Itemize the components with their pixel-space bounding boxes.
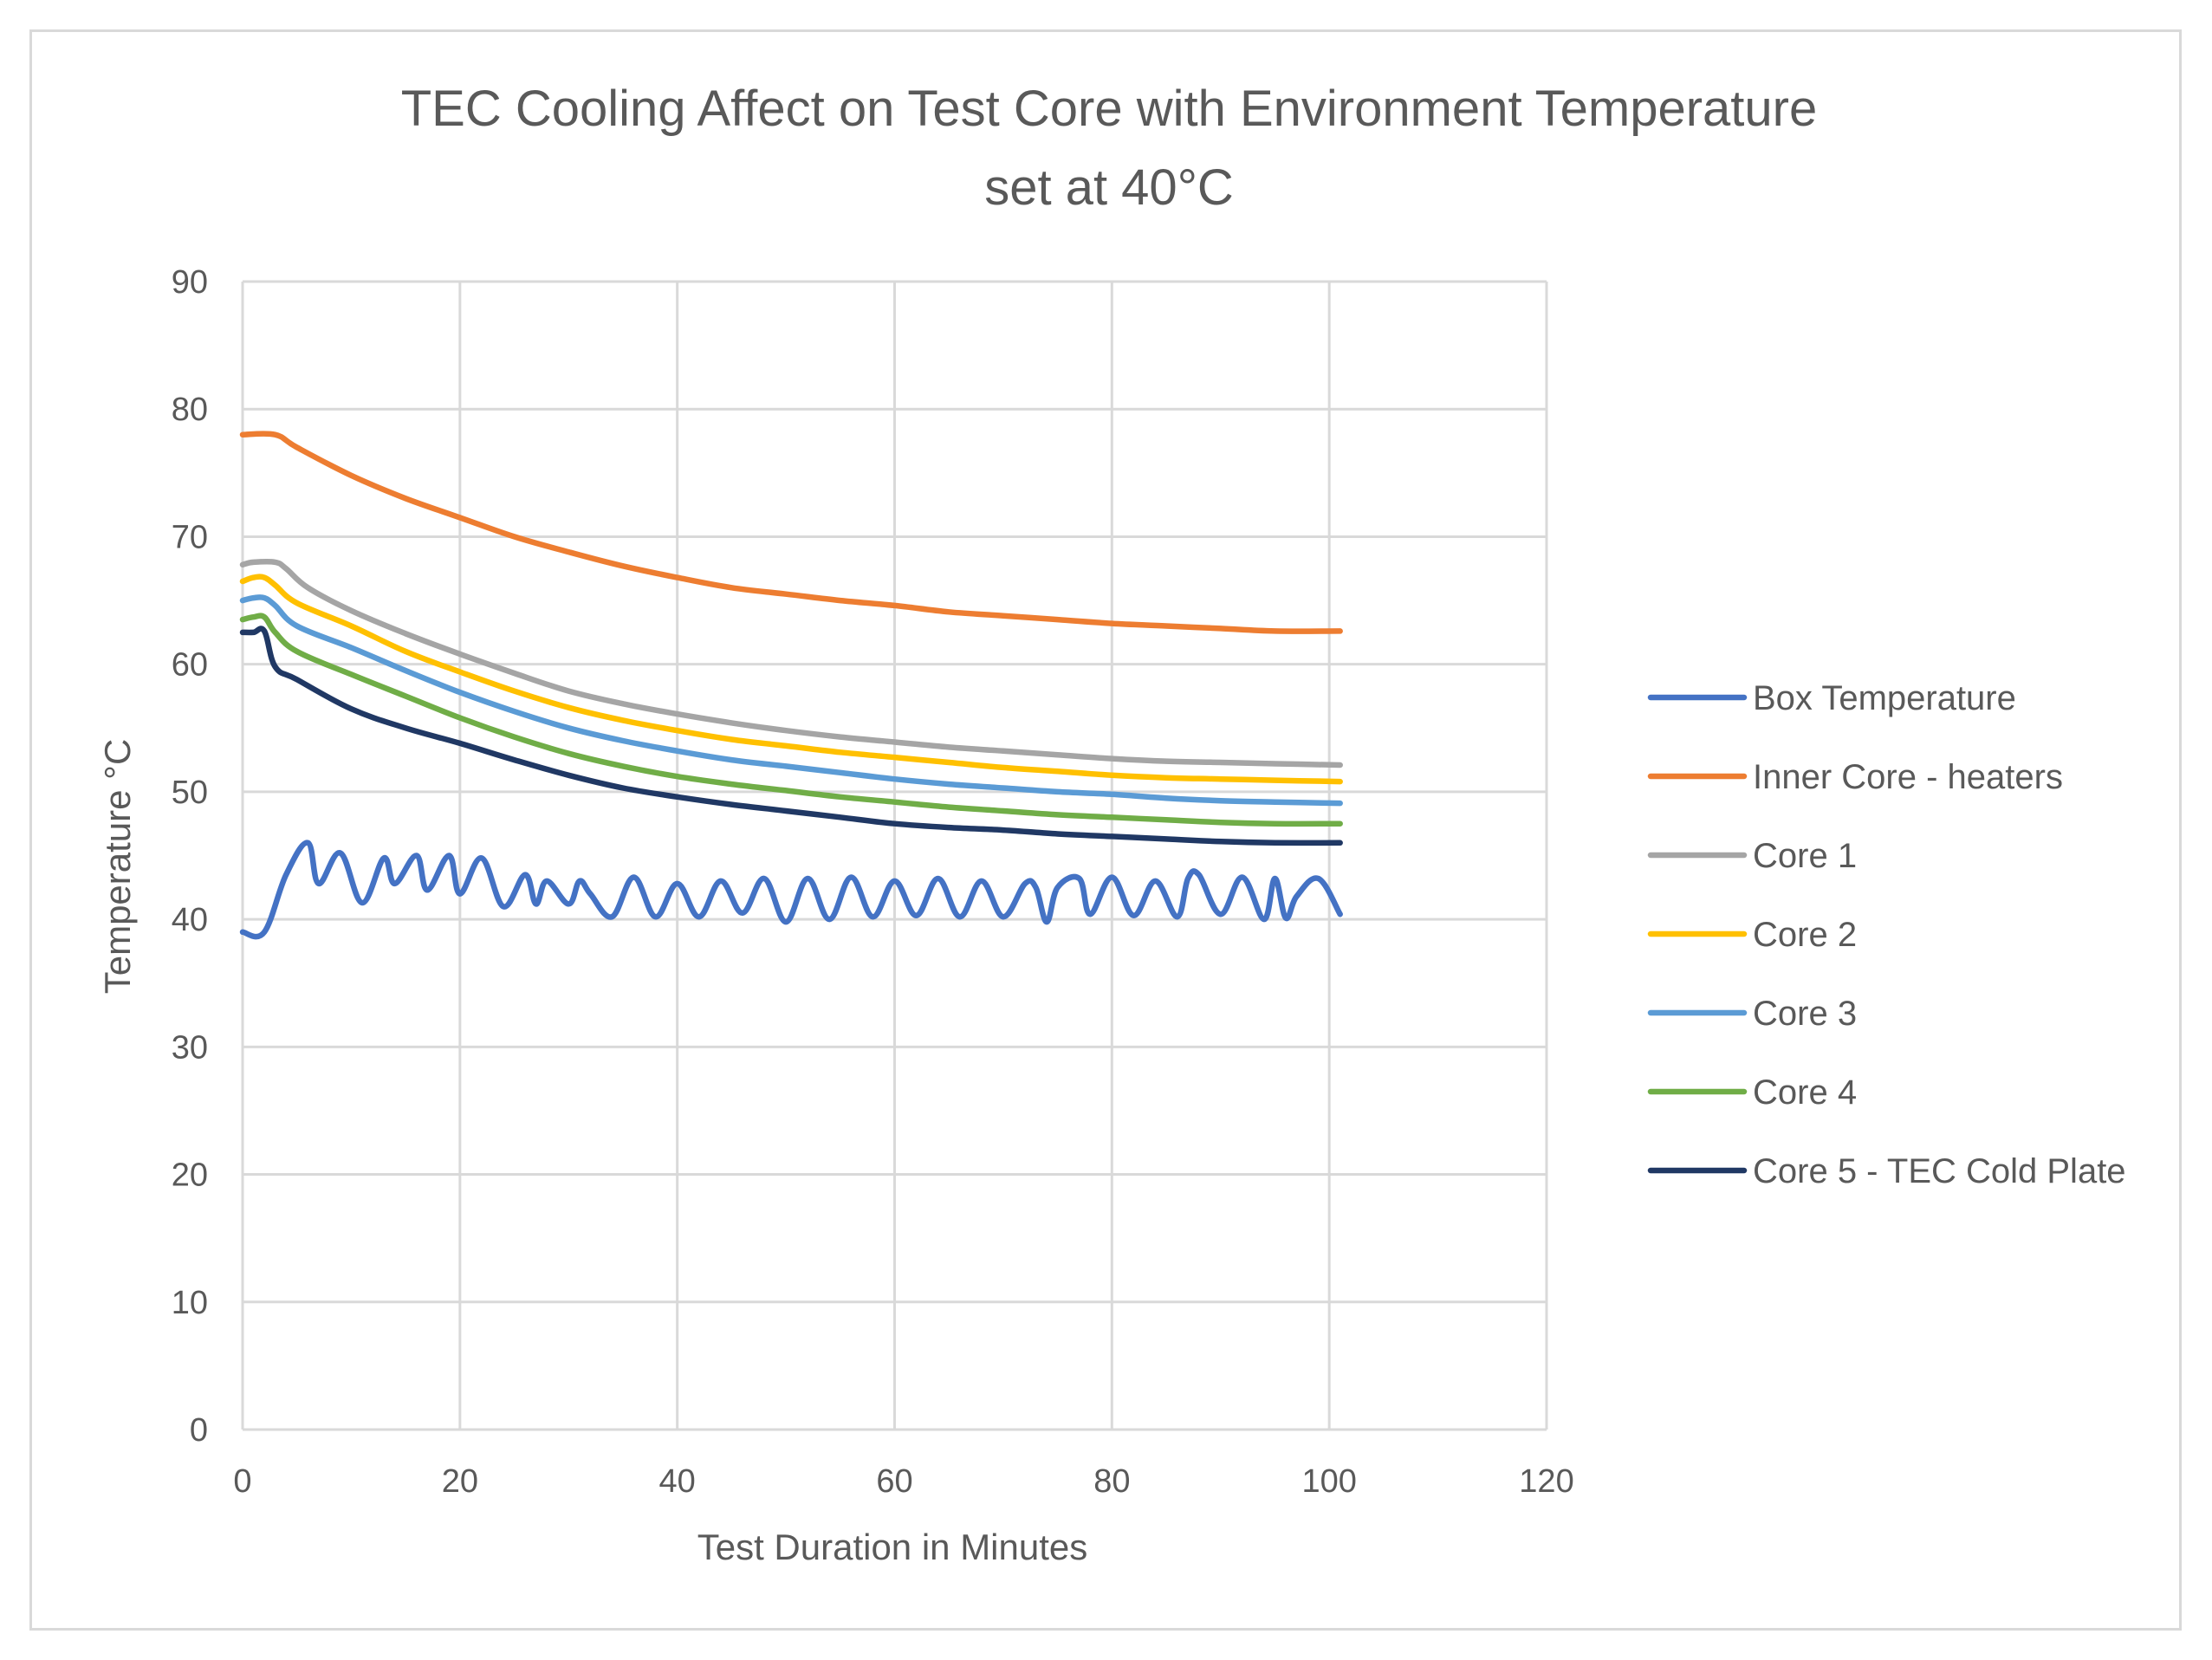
series-line-core-3 [239,594,1343,807]
chart-title-line-1: TEC Cooling Affect on Test Core with Env… [401,81,1817,137]
legend-label-box-temperature: Box Temperature [1753,679,2016,717]
x-tick-labels: 0 20 40 60 80 100 120 [233,1463,1573,1500]
y-tick-label-0: 0 [190,1412,208,1449]
x-tick-label-0: 0 [233,1463,251,1500]
y-tick-label-20: 20 [172,1157,208,1194]
series-line-box-temperature [239,840,1343,940]
y-tick-label-10: 10 [172,1285,208,1321]
x-axis-label: Test Duration in Minutes [697,1527,1088,1567]
gridlines [241,280,1548,1431]
x-tick-label-120: 120 [1519,1463,1573,1500]
legend: Box Temperature Inner Core - heaters Core … [1647,679,2126,1190]
series-line-core-5-tec-cold-plate [239,626,1343,846]
y-tick-label-50: 50 [172,775,208,811]
legend-label-core-5-tec-cold-plate: Core 5 - TEC Cold Plate [1753,1152,2126,1190]
chart-title-line-2: set at 40°C [984,159,1234,216]
y-tick-label-70: 70 [172,519,208,555]
series-line-core-2 [239,574,1343,785]
chart-title: TEC Cooling Affect on Test Core with Env… [401,81,1817,216]
y-axis-label: Temperature °C [97,739,138,995]
legend-label-core-4: Core 4 [1753,1073,1857,1112]
x-tick-label-80: 80 [1093,1463,1130,1500]
y-tick-labels: 0 10 20 30 40 50 60 70 80 90 [172,264,208,1449]
chart-frame [29,29,2182,1631]
series-line-core-1 [239,558,1343,768]
legend-label-core-3: Core 3 [1753,995,1857,1033]
y-tick-label-90: 90 [172,264,208,301]
series-line-inner-core-heaters [239,431,1343,634]
x-tick-label-20: 20 [442,1463,478,1500]
x-tick-label-60: 60 [876,1463,912,1500]
y-tick-label-60: 60 [172,647,208,684]
y-tick-label-40: 40 [172,902,208,938]
legend-label-core-2: Core 2 [1753,916,1857,954]
x-tick-label-40: 40 [659,1463,696,1500]
x-tick-label-100: 100 [1301,1463,1356,1500]
y-tick-label-30: 30 [172,1029,208,1066]
series-lines [239,431,1343,940]
legend-label-inner-core-heaters: Inner Core - heaters [1753,758,2063,796]
y-tick-label-80: 80 [172,392,208,428]
legend-label-core-1: Core 1 [1753,837,1857,875]
series-line-core-4 [239,613,1343,827]
